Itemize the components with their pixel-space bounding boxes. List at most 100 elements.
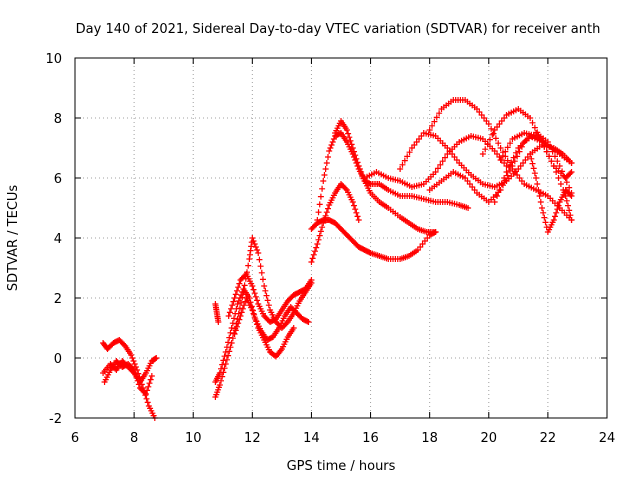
data-point xyxy=(349,145,356,151)
data-point xyxy=(252,244,259,250)
data-point xyxy=(488,125,495,132)
data-point xyxy=(536,193,543,199)
y-tick-label: 8 xyxy=(54,112,62,127)
y-tick-label: 0 xyxy=(54,352,62,367)
data-point xyxy=(259,276,266,283)
axis-ticks xyxy=(74,57,608,419)
data-point xyxy=(551,153,558,160)
data-point xyxy=(328,142,335,148)
data-point xyxy=(486,136,493,143)
data-point xyxy=(324,154,331,160)
data-point xyxy=(490,130,497,137)
data-point xyxy=(249,283,256,289)
data-point xyxy=(485,121,492,127)
series-afternoon-b xyxy=(308,181,362,265)
data-point xyxy=(348,141,355,148)
data-point xyxy=(319,185,326,192)
series-midday-c xyxy=(225,271,315,325)
data-point xyxy=(255,250,262,256)
data-point xyxy=(501,175,508,181)
y-tick-labels: -2 0 2 4 6 8 10 xyxy=(45,52,62,427)
data-point xyxy=(222,349,229,355)
data-point xyxy=(252,293,259,300)
data-point xyxy=(564,202,571,209)
data-point xyxy=(265,302,272,309)
data-point xyxy=(310,251,317,258)
series-night-b xyxy=(491,133,575,223)
data-point xyxy=(479,151,486,157)
data-point xyxy=(232,310,239,317)
data-point xyxy=(264,297,271,304)
data-point xyxy=(343,127,350,133)
data-point xyxy=(352,152,359,159)
data-point xyxy=(527,151,534,157)
data-point xyxy=(563,179,570,186)
data-point xyxy=(504,144,511,151)
data-point xyxy=(489,131,496,138)
data-point xyxy=(555,175,562,181)
data-point xyxy=(249,235,256,241)
data-point xyxy=(542,219,549,226)
data-point xyxy=(245,262,252,269)
data-point xyxy=(540,209,547,216)
data-point xyxy=(232,291,239,298)
x-tick-label: 24 xyxy=(599,431,616,446)
data-point xyxy=(568,160,575,166)
data-point xyxy=(543,148,550,155)
data-point xyxy=(556,163,563,169)
data-point xyxy=(504,157,511,164)
data-point xyxy=(250,310,257,317)
data-point xyxy=(132,370,139,377)
data-point xyxy=(135,381,142,388)
data-point xyxy=(436,110,443,117)
data-point xyxy=(354,159,361,166)
data-point xyxy=(429,122,436,129)
data-point xyxy=(323,209,330,216)
data-point xyxy=(316,201,323,208)
data-point xyxy=(509,163,516,169)
data-point xyxy=(351,148,358,155)
data-point xyxy=(323,160,330,166)
x-tick-label: 14 xyxy=(303,431,320,446)
data-point xyxy=(254,247,261,253)
data-point xyxy=(494,193,501,199)
data-point xyxy=(223,344,230,351)
data-point xyxy=(216,370,223,376)
data-point xyxy=(215,319,222,325)
data-point xyxy=(431,118,438,125)
data-point xyxy=(241,302,248,309)
data-point xyxy=(319,224,326,231)
data-point xyxy=(263,292,270,299)
data-point xyxy=(397,166,404,172)
data-point xyxy=(324,205,331,212)
data-point xyxy=(567,170,574,177)
data-point xyxy=(535,187,542,193)
data-point xyxy=(320,220,327,226)
data-point xyxy=(216,382,223,388)
data-point xyxy=(254,321,261,328)
data-point xyxy=(130,358,137,364)
data-point xyxy=(219,361,226,368)
y-tick-label: -2 xyxy=(49,412,62,427)
data-point xyxy=(142,391,149,397)
data-point xyxy=(553,169,560,175)
data-point xyxy=(491,199,498,205)
data-point xyxy=(551,213,558,220)
data-point xyxy=(256,256,263,263)
data-point xyxy=(527,115,534,121)
x-tick-label: 22 xyxy=(540,431,557,446)
series-night-c xyxy=(527,151,575,235)
data-point xyxy=(497,157,504,163)
data-point xyxy=(528,155,535,162)
data-point xyxy=(349,199,356,205)
data-point xyxy=(144,399,151,406)
data-point xyxy=(346,134,353,141)
data-point xyxy=(314,217,321,223)
data-point xyxy=(554,206,561,213)
data-point xyxy=(355,217,362,223)
data-point xyxy=(153,355,160,361)
y-tick-label: 10 xyxy=(45,52,62,67)
data-point xyxy=(351,202,358,209)
data-point xyxy=(249,307,256,313)
series-midday-d xyxy=(231,295,297,360)
